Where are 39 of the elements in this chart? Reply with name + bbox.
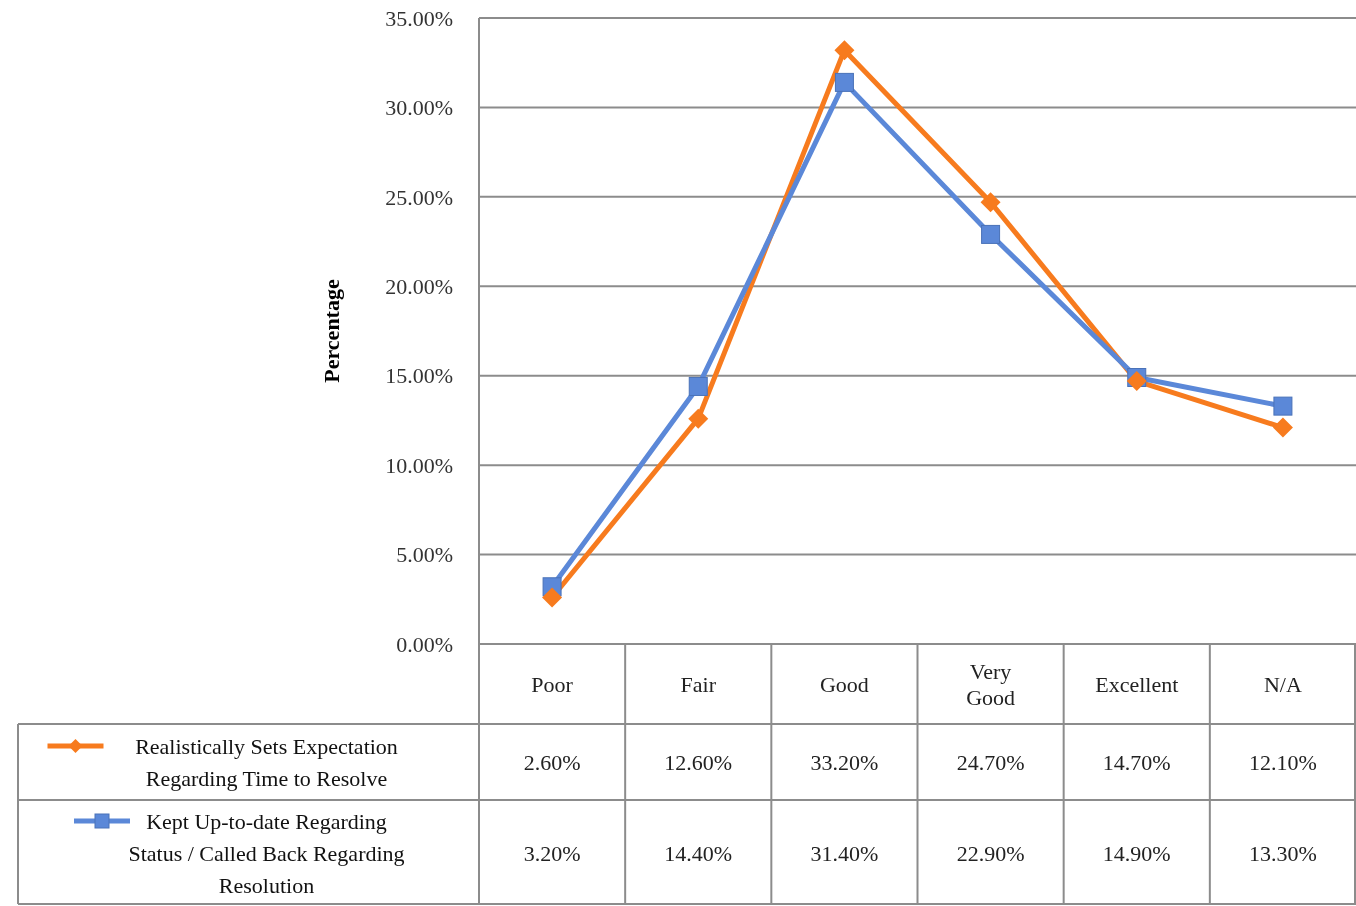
data-label: 33.20% <box>810 749 879 775</box>
y-tick-label: 35.00% <box>385 5 453 31</box>
point <box>542 587 563 608</box>
data-label: 14.90% <box>1102 840 1171 866</box>
point <box>1272 417 1293 438</box>
data-label: 13.30% <box>1249 840 1317 866</box>
data-label: 3.20% <box>523 840 581 866</box>
point <box>688 376 708 396</box>
y-tick-label: 0.00% <box>396 631 453 657</box>
x-tick-label: Fair <box>680 671 717 697</box>
y-tick-label: 30.00% <box>385 95 453 121</box>
legend-label: Realistically Sets Expectation Regarding Time to Resolve <box>135 733 398 791</box>
y-axis-title: Percentage <box>319 279 344 383</box>
data-label: 14.40% <box>664 840 733 866</box>
x-tick-label: Good <box>819 671 869 697</box>
data-label: 31.40% <box>810 840 879 866</box>
data-label: 2.60% <box>523 749 581 775</box>
x-tick-label: Excellent <box>1095 671 1179 697</box>
y-tick-label: 15.00% <box>385 363 453 389</box>
point <box>834 72 854 92</box>
data-label: 24.70% <box>956 749 1025 775</box>
x-tick-label: N/A <box>1263 671 1302 697</box>
point <box>1126 371 1147 392</box>
x-tick-label: Poor <box>531 671 574 697</box>
y-tick-label: 20.00% <box>385 273 453 299</box>
data-label: 12.10% <box>1249 749 1317 775</box>
point <box>1273 396 1293 416</box>
y-tick-label: 5.00% <box>396 542 453 568</box>
point <box>688 408 709 429</box>
x-tick-label: Very Good <box>966 658 1016 710</box>
legend-label: Kept Up-to-date Regarding Status / Called Back Regarding Resolution <box>128 808 405 898</box>
point <box>981 224 1001 244</box>
data-label: 14.70% <box>1102 749 1171 775</box>
point <box>980 192 1001 213</box>
data-label: 12.60% <box>664 749 733 775</box>
data-label: 22.90% <box>956 840 1025 866</box>
y-tick-label: 25.00% <box>385 184 453 210</box>
y-tick-label: 10.00% <box>385 452 453 478</box>
point <box>834 40 855 61</box>
